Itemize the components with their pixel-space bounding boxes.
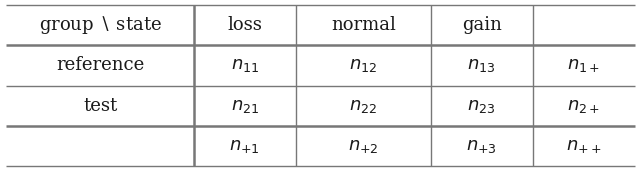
Text: $n_{+3}$: $n_{+3}$ — [466, 137, 497, 155]
Text: $n_{23}$: $n_{23}$ — [467, 97, 496, 115]
Text: $n_{++}$: $n_{++}$ — [566, 137, 601, 155]
Text: $n_{21}$: $n_{21}$ — [231, 97, 259, 115]
Text: $n_{+2}$: $n_{+2}$ — [348, 137, 379, 155]
Text: test: test — [83, 97, 117, 115]
Text: $n_{12}$: $n_{12}$ — [349, 56, 378, 74]
Text: $n_{22}$: $n_{22}$ — [349, 97, 378, 115]
Text: normal: normal — [331, 16, 395, 34]
Text: gain: gain — [462, 16, 502, 34]
Text: reference: reference — [56, 56, 144, 74]
Text: $n_{1+}$: $n_{1+}$ — [567, 56, 600, 74]
Text: $n_{11}$: $n_{11}$ — [231, 56, 259, 74]
Text: $n_{13}$: $n_{13}$ — [467, 56, 496, 74]
Text: group $\setminus$ state: group $\setminus$ state — [38, 14, 162, 36]
Text: loss: loss — [228, 16, 262, 34]
Text: $n_{+1}$: $n_{+1}$ — [229, 137, 260, 155]
Text: $n_{2+}$: $n_{2+}$ — [567, 97, 600, 115]
